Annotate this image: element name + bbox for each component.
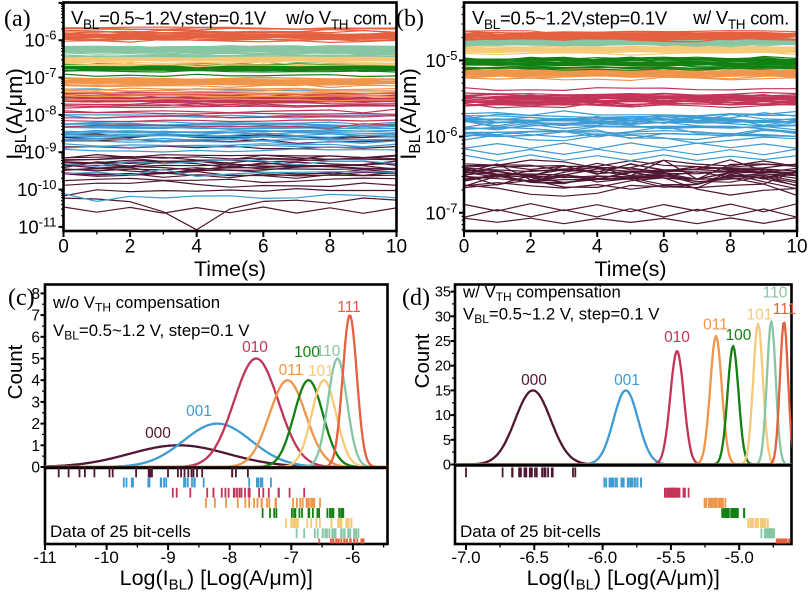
svg-text:-6.5: -6.5 bbox=[520, 548, 549, 567]
svg-text:VBL=0.5~1.2V,step=0.1V: VBL=0.5~1.2V,step=0.1V bbox=[71, 7, 267, 32]
svg-text:20: 20 bbox=[435, 359, 451, 375]
svg-text:VBL=0.5~1.2 V, step=0.1 V: VBL=0.5~1.2 V, step=0.1 V bbox=[463, 305, 660, 327]
svg-text:25: 25 bbox=[435, 334, 451, 350]
svg-text:15: 15 bbox=[435, 383, 451, 399]
svg-text:(d): (d) bbox=[402, 285, 430, 311]
svg-text:5: 5 bbox=[31, 351, 40, 368]
svg-text:110: 110 bbox=[316, 343, 341, 360]
svg-text:(b): (b) bbox=[396, 6, 424, 32]
svg-text:4: 4 bbox=[592, 237, 603, 258]
svg-text:Data of 25 bit-cells: Data of 25 bit-cells bbox=[50, 522, 191, 541]
svg-text:100: 100 bbox=[726, 327, 752, 344]
svg-text:2: 2 bbox=[525, 237, 536, 258]
svg-text:010: 010 bbox=[242, 339, 268, 356]
svg-text:0: 0 bbox=[31, 460, 40, 477]
svg-text:0: 0 bbox=[58, 237, 69, 258]
svg-text:001: 001 bbox=[186, 403, 212, 420]
svg-text:111: 111 bbox=[337, 299, 361, 316]
svg-text:3: 3 bbox=[31, 394, 40, 411]
svg-text:101: 101 bbox=[308, 363, 334, 380]
svg-text:000: 000 bbox=[145, 425, 171, 442]
svg-text:0: 0 bbox=[443, 458, 451, 474]
svg-text:1: 1 bbox=[31, 438, 40, 455]
svg-text:30: 30 bbox=[435, 309, 451, 325]
svg-text:0: 0 bbox=[459, 237, 470, 258]
svg-text:Log(IBL) [Log(A/μm)]: Log(IBL) [Log(A/μm)] bbox=[527, 566, 720, 594]
svg-text:10: 10 bbox=[435, 408, 451, 424]
svg-text:011: 011 bbox=[703, 317, 728, 334]
svg-text:Data of 25 bit-cells: Data of 25 bit-cells bbox=[460, 522, 601, 541]
svg-text:-6: -6 bbox=[345, 548, 360, 567]
svg-text:-11: -11 bbox=[33, 548, 56, 567]
svg-text:-8: -8 bbox=[222, 548, 237, 567]
svg-text:8: 8 bbox=[325, 237, 336, 258]
svg-text:10: 10 bbox=[386, 237, 407, 258]
svg-text:10-11: 10-11 bbox=[18, 214, 56, 237]
svg-text:6: 6 bbox=[659, 237, 670, 258]
svg-text:-7.0: -7.0 bbox=[451, 548, 480, 567]
svg-text:110: 110 bbox=[763, 285, 788, 302]
svg-text:Time(s): Time(s) bbox=[194, 257, 266, 281]
svg-text:-10: -10 bbox=[94, 548, 119, 567]
svg-text:VBL=0.5~1.2V,step=0.1V: VBL=0.5~1.2V,step=0.1V bbox=[472, 7, 668, 32]
svg-text:Count: Count bbox=[4, 344, 27, 399]
svg-text:Count: Count bbox=[411, 333, 434, 388]
svg-text:Time(s): Time(s) bbox=[594, 257, 666, 281]
svg-text:111: 111 bbox=[773, 301, 797, 318]
svg-text:-5.5: -5.5 bbox=[656, 548, 685, 567]
svg-text:2: 2 bbox=[31, 416, 40, 433]
svg-text:10: 10 bbox=[786, 237, 807, 258]
svg-text:IBL(A/μm): IBL(A/μm) bbox=[2, 68, 30, 160]
svg-text:(a): (a) bbox=[4, 6, 31, 32]
svg-text:011: 011 bbox=[279, 362, 304, 379]
svg-text:w/o VTH compensation: w/o VTH compensation bbox=[52, 293, 220, 315]
svg-text:(c): (c) bbox=[8, 285, 35, 311]
svg-text:6: 6 bbox=[258, 237, 269, 258]
svg-text:IBL(A/μm): IBL(A/μm) bbox=[396, 68, 424, 160]
svg-text:100: 100 bbox=[294, 344, 320, 361]
svg-text:6: 6 bbox=[31, 329, 40, 346]
svg-text:101: 101 bbox=[747, 307, 773, 324]
svg-text:5: 5 bbox=[443, 433, 451, 449]
svg-text:001: 001 bbox=[614, 372, 640, 389]
svg-text:w/ VTH compensation: w/ VTH compensation bbox=[462, 283, 621, 305]
svg-text:010: 010 bbox=[664, 329, 690, 346]
svg-text:VBL=0.5~1.2 V, step=0.1 V: VBL=0.5~1.2 V, step=0.1 V bbox=[53, 321, 250, 343]
svg-text:8: 8 bbox=[725, 237, 736, 258]
svg-text:7: 7 bbox=[31, 308, 40, 325]
svg-text:-7: -7 bbox=[284, 548, 299, 567]
svg-text:-9: -9 bbox=[161, 548, 176, 567]
svg-text:4: 4 bbox=[191, 237, 202, 258]
svg-text:-5.0: -5.0 bbox=[725, 548, 754, 567]
svg-text:35: 35 bbox=[435, 285, 451, 301]
svg-text:4: 4 bbox=[31, 373, 40, 390]
svg-text:-6.0: -6.0 bbox=[588, 548, 617, 567]
svg-text:8: 8 bbox=[31, 286, 40, 303]
svg-text:2: 2 bbox=[125, 237, 136, 258]
svg-text:000: 000 bbox=[521, 372, 547, 389]
svg-text:Log(IBL) [Log(A/μm)]: Log(IBL) [Log(A/μm)] bbox=[120, 566, 313, 594]
